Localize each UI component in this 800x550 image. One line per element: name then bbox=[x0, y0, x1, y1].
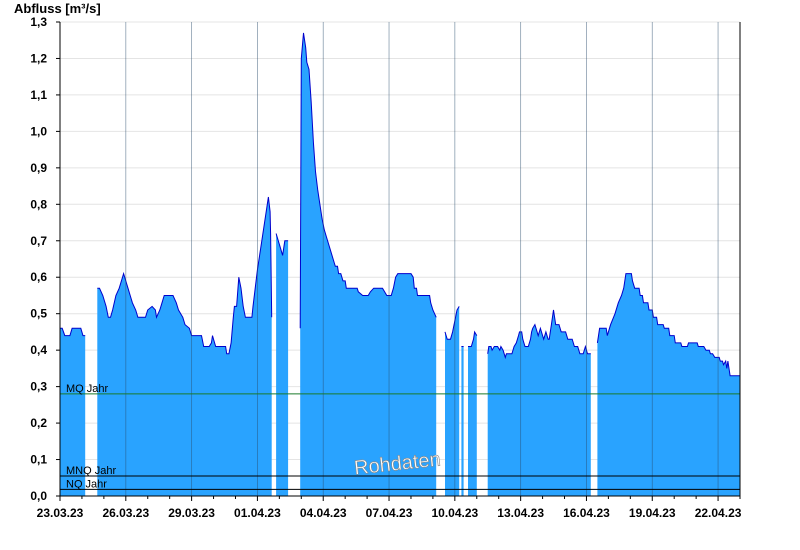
y-tick-label: 0,8 bbox=[30, 197, 47, 211]
area-segment bbox=[97, 197, 272, 496]
area-segment bbox=[461, 346, 464, 496]
x-tick-label: 10.04.23 bbox=[431, 506, 478, 520]
area-segment bbox=[597, 273, 740, 496]
x-tick-label: 19.04.23 bbox=[629, 506, 676, 520]
x-tick-label: 04.04.23 bbox=[300, 506, 347, 520]
y-tick-label: 0,0 bbox=[30, 489, 47, 503]
x-tick-label: 26.03.23 bbox=[102, 506, 149, 520]
x-tick-label: 07.04.23 bbox=[366, 506, 413, 520]
reference-label: NQ Jahr bbox=[66, 478, 107, 490]
series-line bbox=[299, 32, 437, 329]
axes: 0,0 0,1 0,2 0,3 0,4 0,5 0,6 0,7 0,8 0,9 1,0 1,1 1,2 1… bbox=[30, 15, 741, 520]
area-segment bbox=[276, 233, 289, 496]
series-line bbox=[444, 306, 460, 340]
area-segment bbox=[487, 310, 591, 496]
x-tick-label: 23.03.23 bbox=[37, 506, 84, 520]
y-tick-label: 0,3 bbox=[30, 380, 47, 394]
y-tick-label: 0,7 bbox=[30, 234, 47, 248]
reference-label: MQ Jahr bbox=[66, 383, 109, 395]
y-axis-title: Abfluss [m³/s] bbox=[14, 1, 101, 16]
y-tick-label: 1,2 bbox=[30, 51, 47, 65]
y-tick-label: 0,1 bbox=[30, 453, 47, 467]
x-tick-label: 29.03.23 bbox=[168, 506, 215, 520]
series-line bbox=[596, 273, 740, 377]
area-segment bbox=[300, 32, 437, 497]
area-segment bbox=[445, 306, 460, 496]
y-tick-label: 0,6 bbox=[30, 270, 47, 284]
y-tick-label: 0,2 bbox=[30, 416, 47, 430]
x-tick-label: 01.04.23 bbox=[234, 506, 281, 520]
data-area bbox=[60, 32, 740, 497]
y-tick-label: 0,9 bbox=[30, 161, 47, 175]
x-tick-label: 13.04.23 bbox=[497, 506, 544, 520]
series-line bbox=[275, 233, 289, 256]
y-tick-label: 1,0 bbox=[30, 124, 47, 138]
series-line bbox=[60, 327, 86, 337]
area-segment bbox=[60, 328, 86, 496]
y-tick-label: 1,1 bbox=[30, 88, 47, 102]
series-line bbox=[468, 330, 478, 347]
x-tick-label: 22.04.23 bbox=[695, 506, 742, 520]
series-line bbox=[487, 309, 591, 360]
x-tick-label: 16.04.23 bbox=[563, 506, 610, 520]
y-tick-label: 0,5 bbox=[30, 307, 47, 321]
reference-label: MNQ Jahr bbox=[66, 465, 116, 477]
y-tick-label: 1,3 bbox=[30, 15, 47, 29]
y-tick-label: 0,4 bbox=[30, 343, 47, 357]
area-segment bbox=[468, 331, 477, 496]
